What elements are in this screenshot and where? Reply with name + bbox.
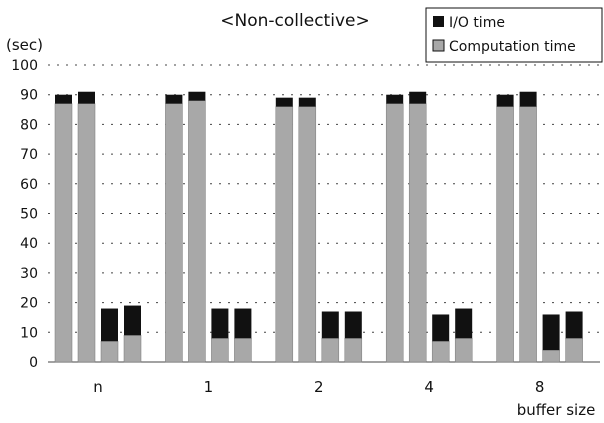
bar-io-time	[101, 308, 118, 342]
bar-computation-time	[165, 103, 183, 363]
bar-computation-time	[298, 106, 317, 363]
bar-computation-time	[385, 103, 404, 363]
bar-io-time	[565, 311, 583, 339]
x-axis-label: buffer size	[517, 401, 596, 419]
bar-computation-time	[100, 340, 119, 363]
bar-io-time	[409, 91, 427, 104]
y-tick-label: 60	[20, 177, 38, 193]
bar-io-time	[211, 308, 229, 339]
y-tick-label: 10	[20, 325, 38, 341]
bar-computation-time	[542, 349, 560, 363]
bar-computation-time	[234, 337, 252, 363]
x-tick-label: 4	[424, 378, 434, 396]
bar-computation-time	[275, 106, 294, 363]
bar-computation-time	[431, 340, 450, 363]
x-axis-ticks: n 1 2 4 8	[93, 378, 544, 396]
y-tick-label: 100	[11, 58, 38, 74]
legend-swatch-computation-time	[432, 39, 445, 52]
y-tick-label: 80	[20, 117, 38, 133]
bar-io-time	[275, 97, 293, 107]
y-axis-ticks: 0 10 20 30 40 50 60 70 80 90 100	[11, 58, 38, 371]
legend-label-io-time: I/O time	[449, 15, 505, 31]
bar-computation-time	[408, 103, 427, 363]
bar-computation-time	[454, 337, 473, 363]
bar-io-time	[188, 91, 206, 101]
y-tick-label: 40	[20, 236, 38, 252]
x-tick-label: 8	[535, 378, 545, 396]
bar-computation-time	[188, 100, 206, 363]
bar-io-time	[542, 314, 560, 351]
x-tick-label: n	[93, 378, 103, 396]
bar-io-time	[78, 91, 95, 104]
y-tick-label: 70	[20, 147, 38, 163]
legend-frame	[425, 7, 603, 63]
bar-io-time	[165, 94, 183, 104]
y-tick-label: 30	[20, 266, 38, 282]
bar-io-time	[298, 97, 316, 107]
bar-computation-time	[321, 337, 340, 363]
bars	[54, 91, 583, 363]
y-tick-label: 0	[29, 355, 38, 371]
bar-computation-time	[77, 103, 96, 363]
legend-swatch-io-time	[433, 16, 444, 27]
y-tick-label: 90	[20, 88, 38, 104]
y-tick-label: 50	[20, 207, 38, 223]
x-tick-label: 1	[204, 378, 214, 396]
bar-io-time	[321, 311, 339, 339]
bar-io-time	[519, 91, 537, 107]
y-axis-label: (sec)	[6, 36, 43, 54]
bar-io-time	[55, 94, 72, 104]
bar-computation-time	[54, 103, 73, 363]
bar-computation-time	[565, 337, 583, 363]
legend: I/O time Computation time	[425, 7, 603, 63]
legend-label-computation-time: Computation time	[449, 39, 576, 55]
bar-io-time	[234, 308, 252, 339]
bar-computation-time	[211, 337, 229, 363]
x-tick-label: 2	[314, 378, 324, 396]
bar-computation-time	[496, 106, 514, 363]
bar-io-time	[124, 305, 141, 336]
bar-io-time	[496, 94, 514, 107]
bar-io-time	[386, 94, 404, 104]
bar-io-time	[432, 314, 450, 342]
bar-computation-time	[344, 337, 363, 363]
y-tick-label: 20	[20, 296, 38, 312]
bar-computation-time	[519, 106, 537, 363]
bar-io-time	[455, 308, 473, 339]
bar-computation-time	[123, 335, 142, 363]
bar-io-time	[344, 311, 362, 339]
chart-title: <Non-collective>	[220, 11, 369, 31]
